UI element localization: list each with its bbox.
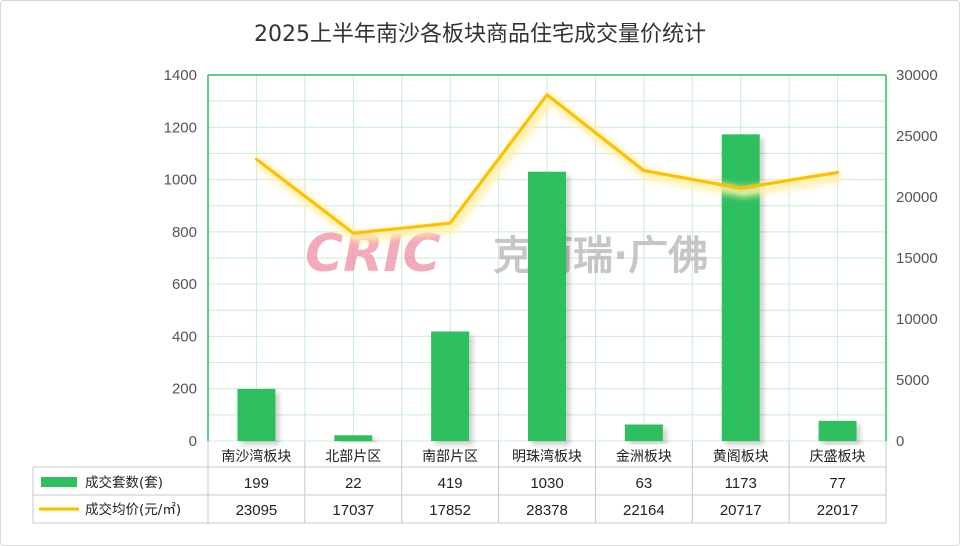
- bar: [818, 420, 857, 441]
- bar-series: [237, 134, 857, 441]
- left-tick-label: 200: [172, 381, 197, 398]
- data-label-bars: 199: [244, 475, 269, 492]
- right-tick-label: 30000: [896, 67, 938, 84]
- left-tick-label: 400: [172, 328, 197, 345]
- data-label-line: 28378: [526, 502, 568, 519]
- left-tick-label: 1000: [164, 172, 197, 189]
- data-label-bars: 63: [636, 475, 653, 492]
- category-label: 金洲板块: [616, 449, 672, 465]
- bar: [721, 134, 760, 441]
- left-tick-label: 1200: [164, 119, 197, 136]
- line-series: [254, 93, 842, 242]
- legend-swatch-bars: [41, 477, 77, 487]
- right-tick-label: 20000: [896, 189, 938, 206]
- data-label-line: 20717: [720, 502, 762, 519]
- watermark-cric-cn: 克而瑞·广佛: [493, 233, 708, 279]
- bar: [237, 388, 276, 441]
- bar: [624, 424, 663, 441]
- right-axis-ticks: 0 5000 10000 15000 20000 25000 30000: [896, 67, 938, 450]
- category-label: 庆盛板块: [810, 449, 866, 465]
- axes: [207, 74, 887, 441]
- right-tick-label: 5000: [896, 372, 929, 389]
- left-tick-label: 0: [189, 433, 197, 450]
- data-label-bars: 22: [345, 475, 362, 492]
- data-label-bars: 419: [438, 475, 463, 492]
- category-label: 北部片区: [325, 449, 381, 465]
- left-tick-label: 600: [172, 276, 197, 293]
- data-label-line: 23095: [236, 502, 278, 519]
- category-label: 明珠湾板块: [512, 448, 582, 465]
- bar: [334, 435, 373, 441]
- left-tick-label: 1400: [164, 67, 197, 84]
- right-tick-label: 15000: [896, 250, 938, 267]
- data-label-bars: 77: [829, 475, 846, 492]
- right-tick-label: 10000: [896, 311, 938, 328]
- data-label-line: 22164: [623, 502, 665, 519]
- category-label: 南沙湾板块: [221, 448, 291, 465]
- category-label: 黄阁板块: [713, 448, 769, 465]
- left-tick-label: 800: [172, 224, 197, 241]
- left-axis-ticks: 0 200 400 600 800 1000 1200 1400: [164, 67, 197, 450]
- right-tick-label: 0: [896, 433, 904, 450]
- bar: [431, 331, 470, 441]
- data-label-line: 17037: [332, 502, 374, 519]
- legend-label-line: 成交均价(元/㎡): [85, 501, 181, 518]
- chart-title: 2025上半年南沙各板块商品住宅成交量价统计: [254, 22, 706, 47]
- data-label-bars: 1030: [530, 475, 563, 492]
- bar: [528, 171, 566, 441]
- category-label: 南部片区: [422, 449, 478, 465]
- data-label-line: 17852: [429, 502, 471, 519]
- data-label-line: 22017: [817, 502, 859, 519]
- right-tick-label: 25000: [896, 128, 938, 145]
- data-label-bars: 1173: [725, 475, 757, 492]
- legend-label-bars: 成交套数(套): [85, 474, 163, 491]
